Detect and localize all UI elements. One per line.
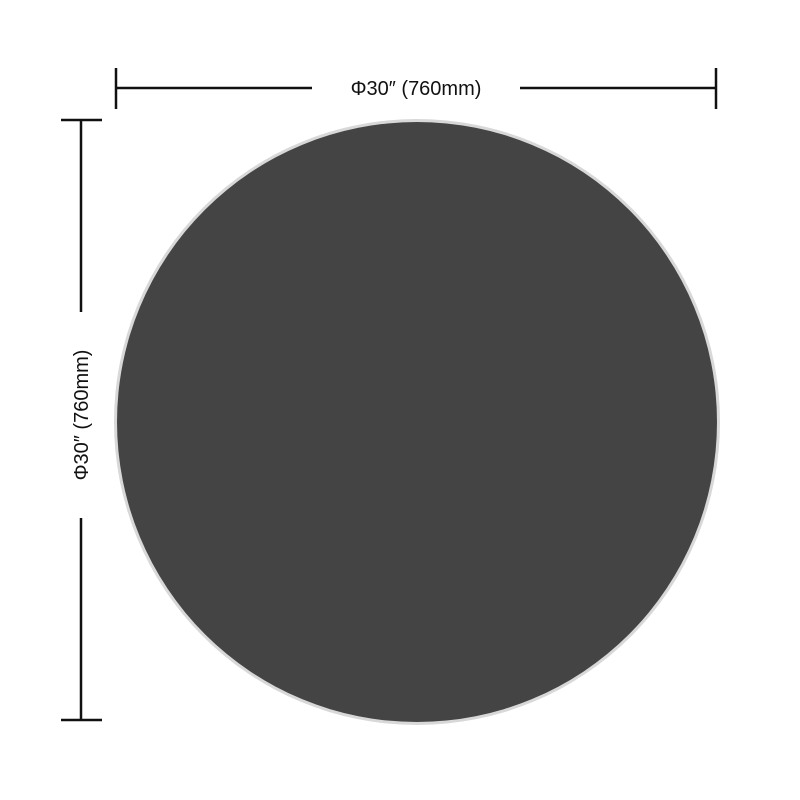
width-dimension: Φ30″ (760mm) <box>114 68 718 109</box>
height-dimension: Φ30″ (760mm) <box>61 118 102 722</box>
round-tabletop <box>117 122 717 722</box>
width-label: Φ30″ (760mm) <box>351 78 482 100</box>
height-label: Φ30″ (760mm) <box>71 350 93 481</box>
